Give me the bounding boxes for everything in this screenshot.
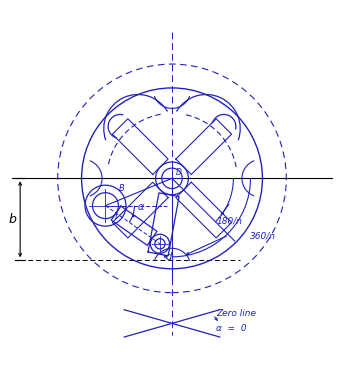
Text: b: b (9, 213, 17, 226)
Text: α  =  0: α = 0 (216, 324, 247, 333)
Text: Zero line: Zero line (216, 309, 256, 318)
Text: α: α (138, 202, 144, 212)
Text: 180/n: 180/n (216, 217, 243, 225)
Text: l: l (114, 211, 117, 221)
Text: B: B (119, 184, 125, 193)
Text: 360/n: 360/n (250, 232, 277, 241)
Text: d: d (165, 252, 171, 262)
Text: D: D (176, 168, 182, 177)
